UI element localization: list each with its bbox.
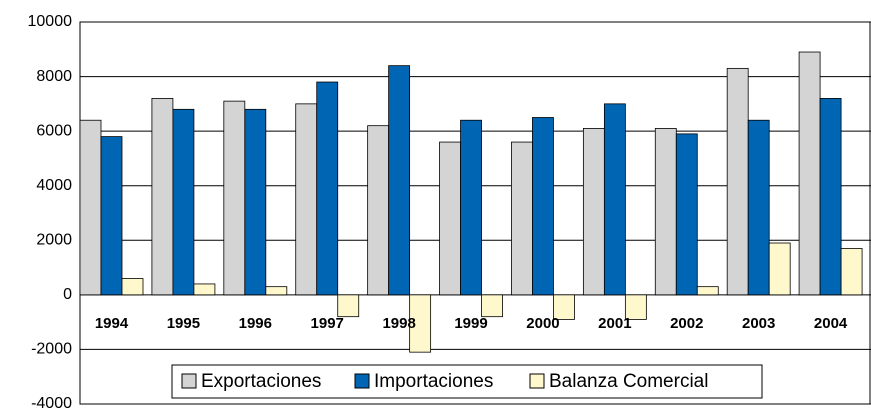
- bar: [726, 67, 749, 296]
- y-tick-label: 10000: [28, 13, 73, 30]
- bar: [100, 136, 123, 296]
- bar: [798, 51, 821, 296]
- bar: [172, 108, 195, 296]
- bar: [696, 286, 719, 296]
- bar: [481, 294, 503, 318]
- bar: [582, 128, 605, 296]
- bar: [79, 119, 102, 296]
- x-tick-label: 1994: [95, 315, 129, 332]
- x-tick-label: 2004: [814, 315, 848, 332]
- bar: [654, 128, 677, 296]
- bar: [460, 119, 482, 296]
- legend-swatch: [181, 373, 197, 389]
- bar: [819, 98, 842, 296]
- bars: [79, 51, 863, 353]
- bar: [388, 65, 411, 296]
- x-tick-label: 2000: [526, 315, 559, 332]
- bar: [511, 141, 533, 296]
- bar: [265, 286, 288, 296]
- bar: [675, 133, 698, 296]
- bar: [553, 294, 575, 320]
- legend-box: [171, 364, 763, 399]
- bar: [151, 98, 174, 296]
- bar: [840, 248, 863, 296]
- labels: -4000 -2000 0 2000 4000 6000 8000 10000 1994 1995…: [28, 13, 848, 408]
- x-tick-label: 2002: [670, 315, 703, 332]
- bar: [121, 278, 144, 296]
- bar: [532, 117, 554, 296]
- legend: Exportaciones Importaciones Balanza Comerc…: [171, 364, 763, 399]
- bar: [316, 81, 339, 296]
- bar: [193, 283, 216, 296]
- x-tick-label: 1997: [311, 315, 344, 332]
- bar: [244, 108, 267, 296]
- bar: [603, 103, 626, 296]
- y-tick-label: -4000: [31, 395, 72, 408]
- x-tick-label: 1998: [382, 315, 415, 332]
- y-tick-label: 4000: [36, 177, 72, 194]
- y-tick-label: 8000: [36, 68, 72, 85]
- legend-swatch: [354, 373, 370, 389]
- bar: [768, 242, 791, 296]
- x-tick-label: 2001: [598, 315, 631, 332]
- bar: [624, 294, 647, 320]
- y-tick-label: 2000: [36, 232, 72, 249]
- legend-label: Exportaciones: [201, 371, 321, 392]
- x-tick-label: 1996: [239, 315, 272, 332]
- y-tick-label: 6000: [36, 122, 72, 139]
- legend-swatch: [529, 373, 545, 389]
- bar: [439, 141, 461, 296]
- bar: [337, 294, 360, 318]
- legend-label: Importaciones: [374, 371, 493, 392]
- bar: [223, 100, 246, 296]
- y-tick-label: -2000: [31, 341, 72, 358]
- x-tick-label: 2003: [742, 315, 775, 332]
- x-tick-label: 1999: [454, 315, 487, 332]
- bar: [295, 103, 318, 296]
- legend-label: Balanza Comercial: [549, 371, 708, 392]
- bar: [747, 119, 770, 296]
- bar: [367, 125, 390, 296]
- bar: [409, 294, 432, 353]
- x-tick-label: 1995: [167, 315, 200, 332]
- y-tick-label: 0: [63, 286, 72, 303]
